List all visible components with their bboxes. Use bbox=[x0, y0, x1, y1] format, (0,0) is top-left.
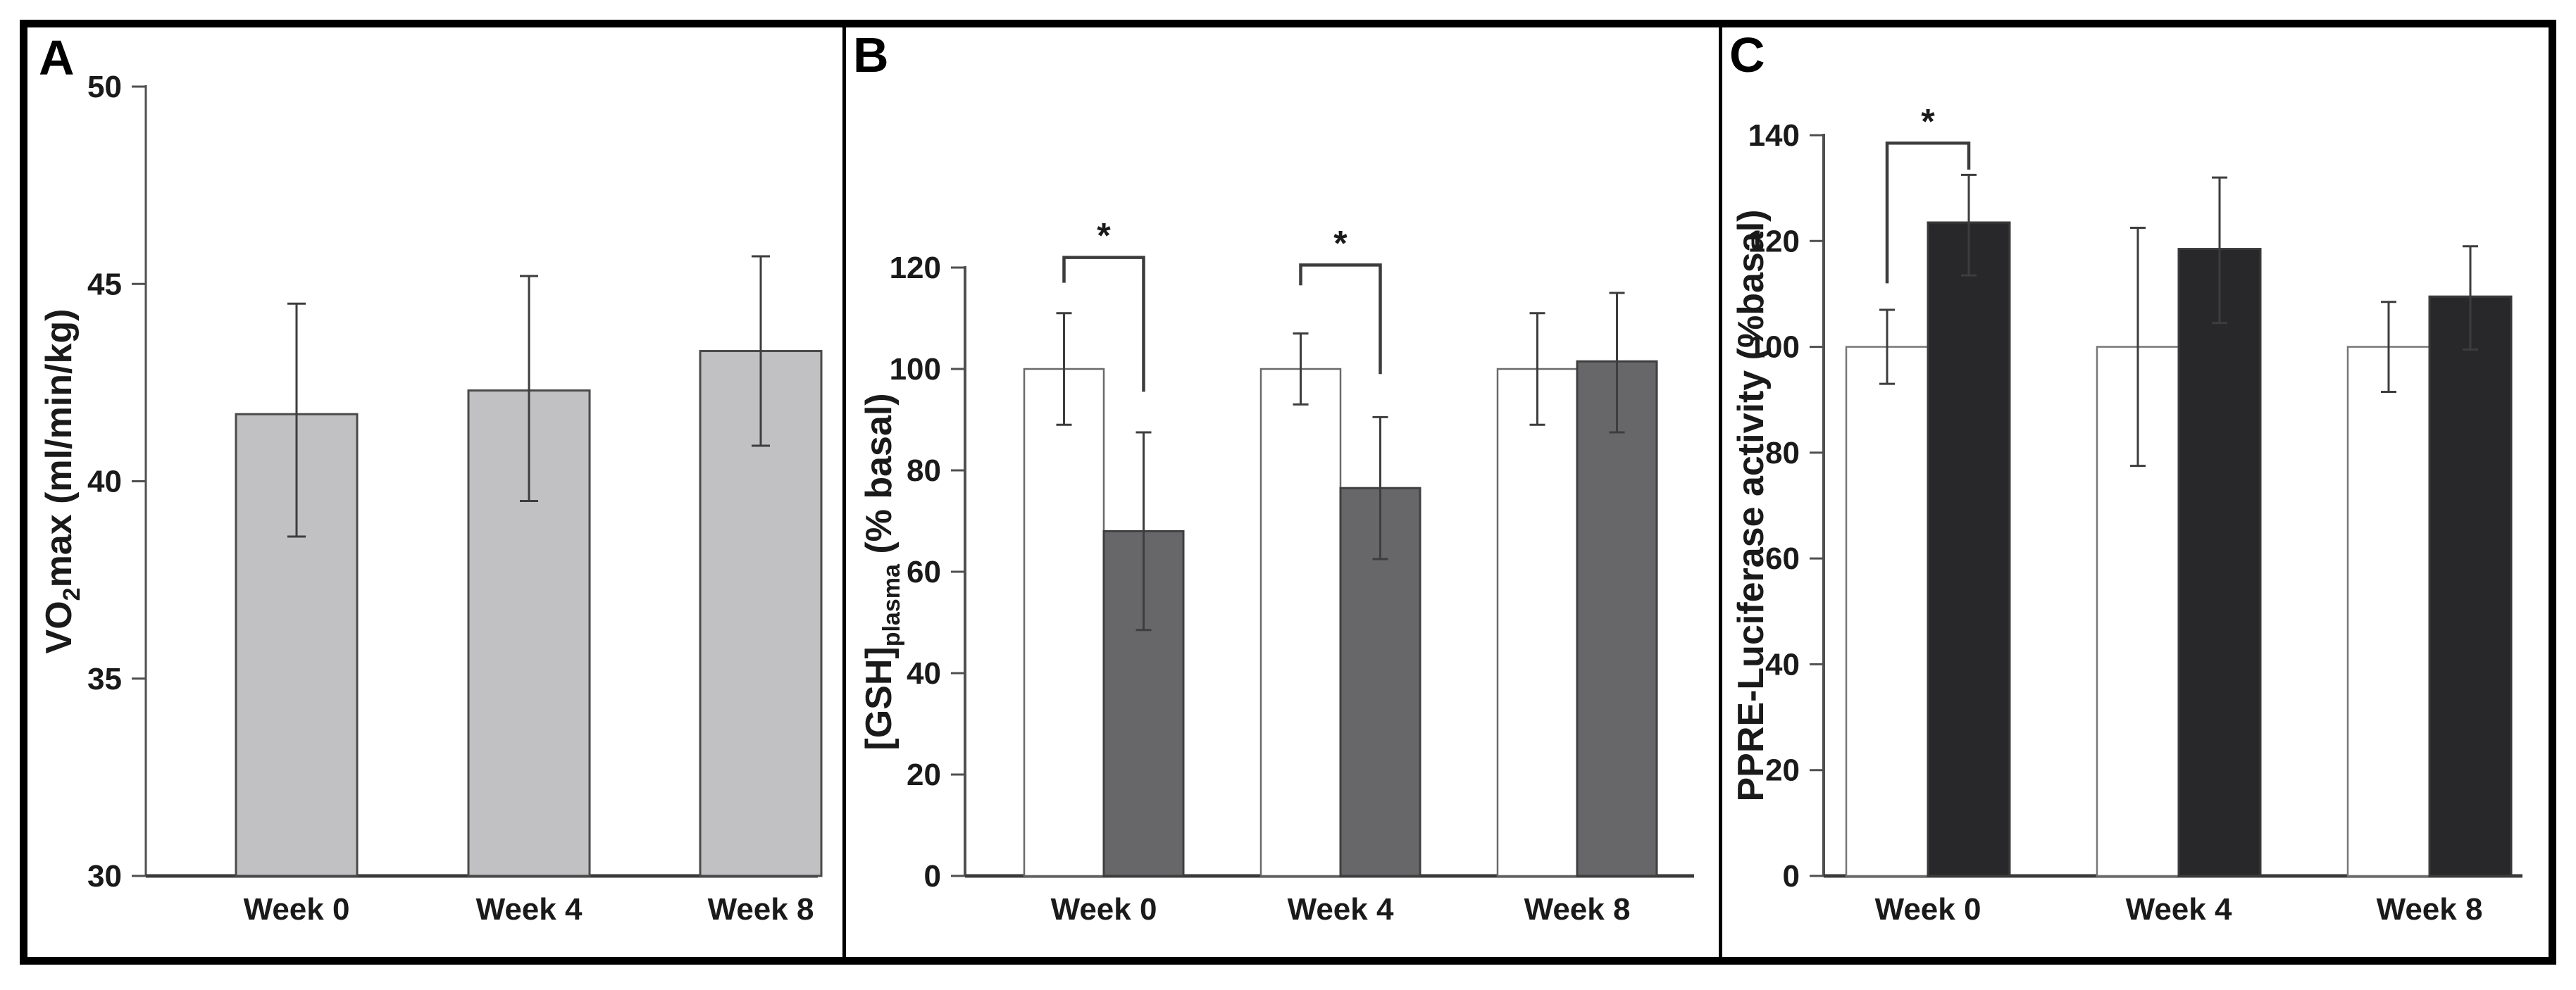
bar-white-bars-week0 bbox=[1023, 368, 1105, 877]
y-tick-label: 0 bbox=[1783, 859, 1800, 894]
panel-b-chart: 0 20 40 60 80 100 120 [GSH]plasma (% basal) Week… bbox=[859, 216, 1694, 927]
three-panel-figure: A 30 35 40 45 50 VO2max (ml/min/kg) Week 0 Week… bbox=[20, 20, 2556, 965]
significance-star: * bbox=[1333, 223, 1348, 263]
bar-white-bars-week4 bbox=[1259, 368, 1342, 877]
y-tick-label: 0 bbox=[924, 859, 941, 894]
panel-a-vo2max: A 30 35 40 45 50 VO2max (ml/min/kg) Week 0 Week… bbox=[27, 27, 842, 957]
x-tick-label: Week 8 bbox=[1524, 892, 1631, 927]
significance-bracket bbox=[1885, 142, 1971, 284]
y-axis-title: VO2max (ml/min/kg) bbox=[39, 309, 85, 654]
x-tick-label: Week 8 bbox=[2377, 892, 2483, 927]
y-tick-label: 20 bbox=[907, 758, 941, 792]
significance-bracket bbox=[1062, 256, 1145, 392]
bar-white-bars-week0 bbox=[1845, 346, 1929, 877]
y-tick-label: 80 bbox=[1765, 436, 1800, 470]
y-tick-label: 60 bbox=[1765, 541, 1800, 576]
y-axis-title: [GSH]plasma (% basal) bbox=[859, 393, 905, 750]
significance-star: * bbox=[1097, 216, 1111, 256]
panel-c-letter: C bbox=[1729, 27, 1765, 82]
panel-b-letter: B bbox=[853, 27, 889, 82]
y-tick-label: 100 bbox=[1748, 330, 1800, 365]
bar-black-bars-week0 bbox=[1927, 221, 2011, 877]
bar-black-bars-week8 bbox=[2428, 295, 2513, 877]
y-tick-label: 50 bbox=[87, 70, 122, 104]
x-tick-label: Week 0 bbox=[1051, 892, 1157, 927]
y-tick-label: 100 bbox=[890, 352, 941, 387]
y-tick-label: 30 bbox=[87, 859, 122, 894]
x-tick-label: Week 4 bbox=[1288, 892, 1394, 927]
y-tick-label: 120 bbox=[890, 251, 941, 285]
y-tick-label: 40 bbox=[87, 465, 122, 499]
y-tick-label: 120 bbox=[1748, 224, 1800, 258]
y-axis-title: PPRE-Luciferase activity (%basal) bbox=[1731, 210, 1772, 802]
y-tick-label: 40 bbox=[907, 656, 941, 691]
panel-b-gsh-plasma: B 0 20 40 60 80 100 120 [GSH]plasma (% basal) We… bbox=[842, 27, 1719, 957]
panel-c-ppre-luciferase: C 0 20 40 60 80 100 120 140 PPRE-Luciferase acti… bbox=[1719, 27, 2547, 957]
x-tick-label: Week 0 bbox=[244, 892, 350, 927]
bar-gray-bars-week8 bbox=[1576, 360, 1658, 877]
x-tick-label: Week 4 bbox=[2126, 892, 2232, 927]
bar-white-bars-week8 bbox=[2346, 346, 2431, 877]
bar-black-bars-week4 bbox=[2177, 248, 2262, 877]
y-tick-label: 60 bbox=[907, 555, 941, 589]
x-tick-label: Week 4 bbox=[476, 892, 583, 927]
y-tick-label: 20 bbox=[1765, 753, 1800, 788]
y-tick-label: 45 bbox=[87, 267, 122, 301]
significance-star: * bbox=[1921, 101, 1935, 141]
y-tick-label: 40 bbox=[1765, 647, 1800, 682]
panel-a-letter: A bbox=[39, 30, 75, 85]
x-tick-label: Week 8 bbox=[708, 892, 814, 927]
y-tick-label: 80 bbox=[907, 453, 941, 488]
x-tick-label: Week 0 bbox=[1875, 892, 1981, 927]
y-tick-label: 35 bbox=[87, 662, 122, 696]
panel-a-chart: 30 35 40 45 50 VO2max (ml/min/kg) Week 0 Week 4… bbox=[39, 70, 823, 927]
panel-c-chart: 0 20 40 60 80 100 120 140 PPRE-Luciferase activi… bbox=[1731, 101, 2522, 927]
y-tick-label: 140 bbox=[1748, 118, 1800, 153]
significance-bracket bbox=[1299, 263, 1382, 375]
bar-white-bars-week8 bbox=[1496, 368, 1579, 877]
